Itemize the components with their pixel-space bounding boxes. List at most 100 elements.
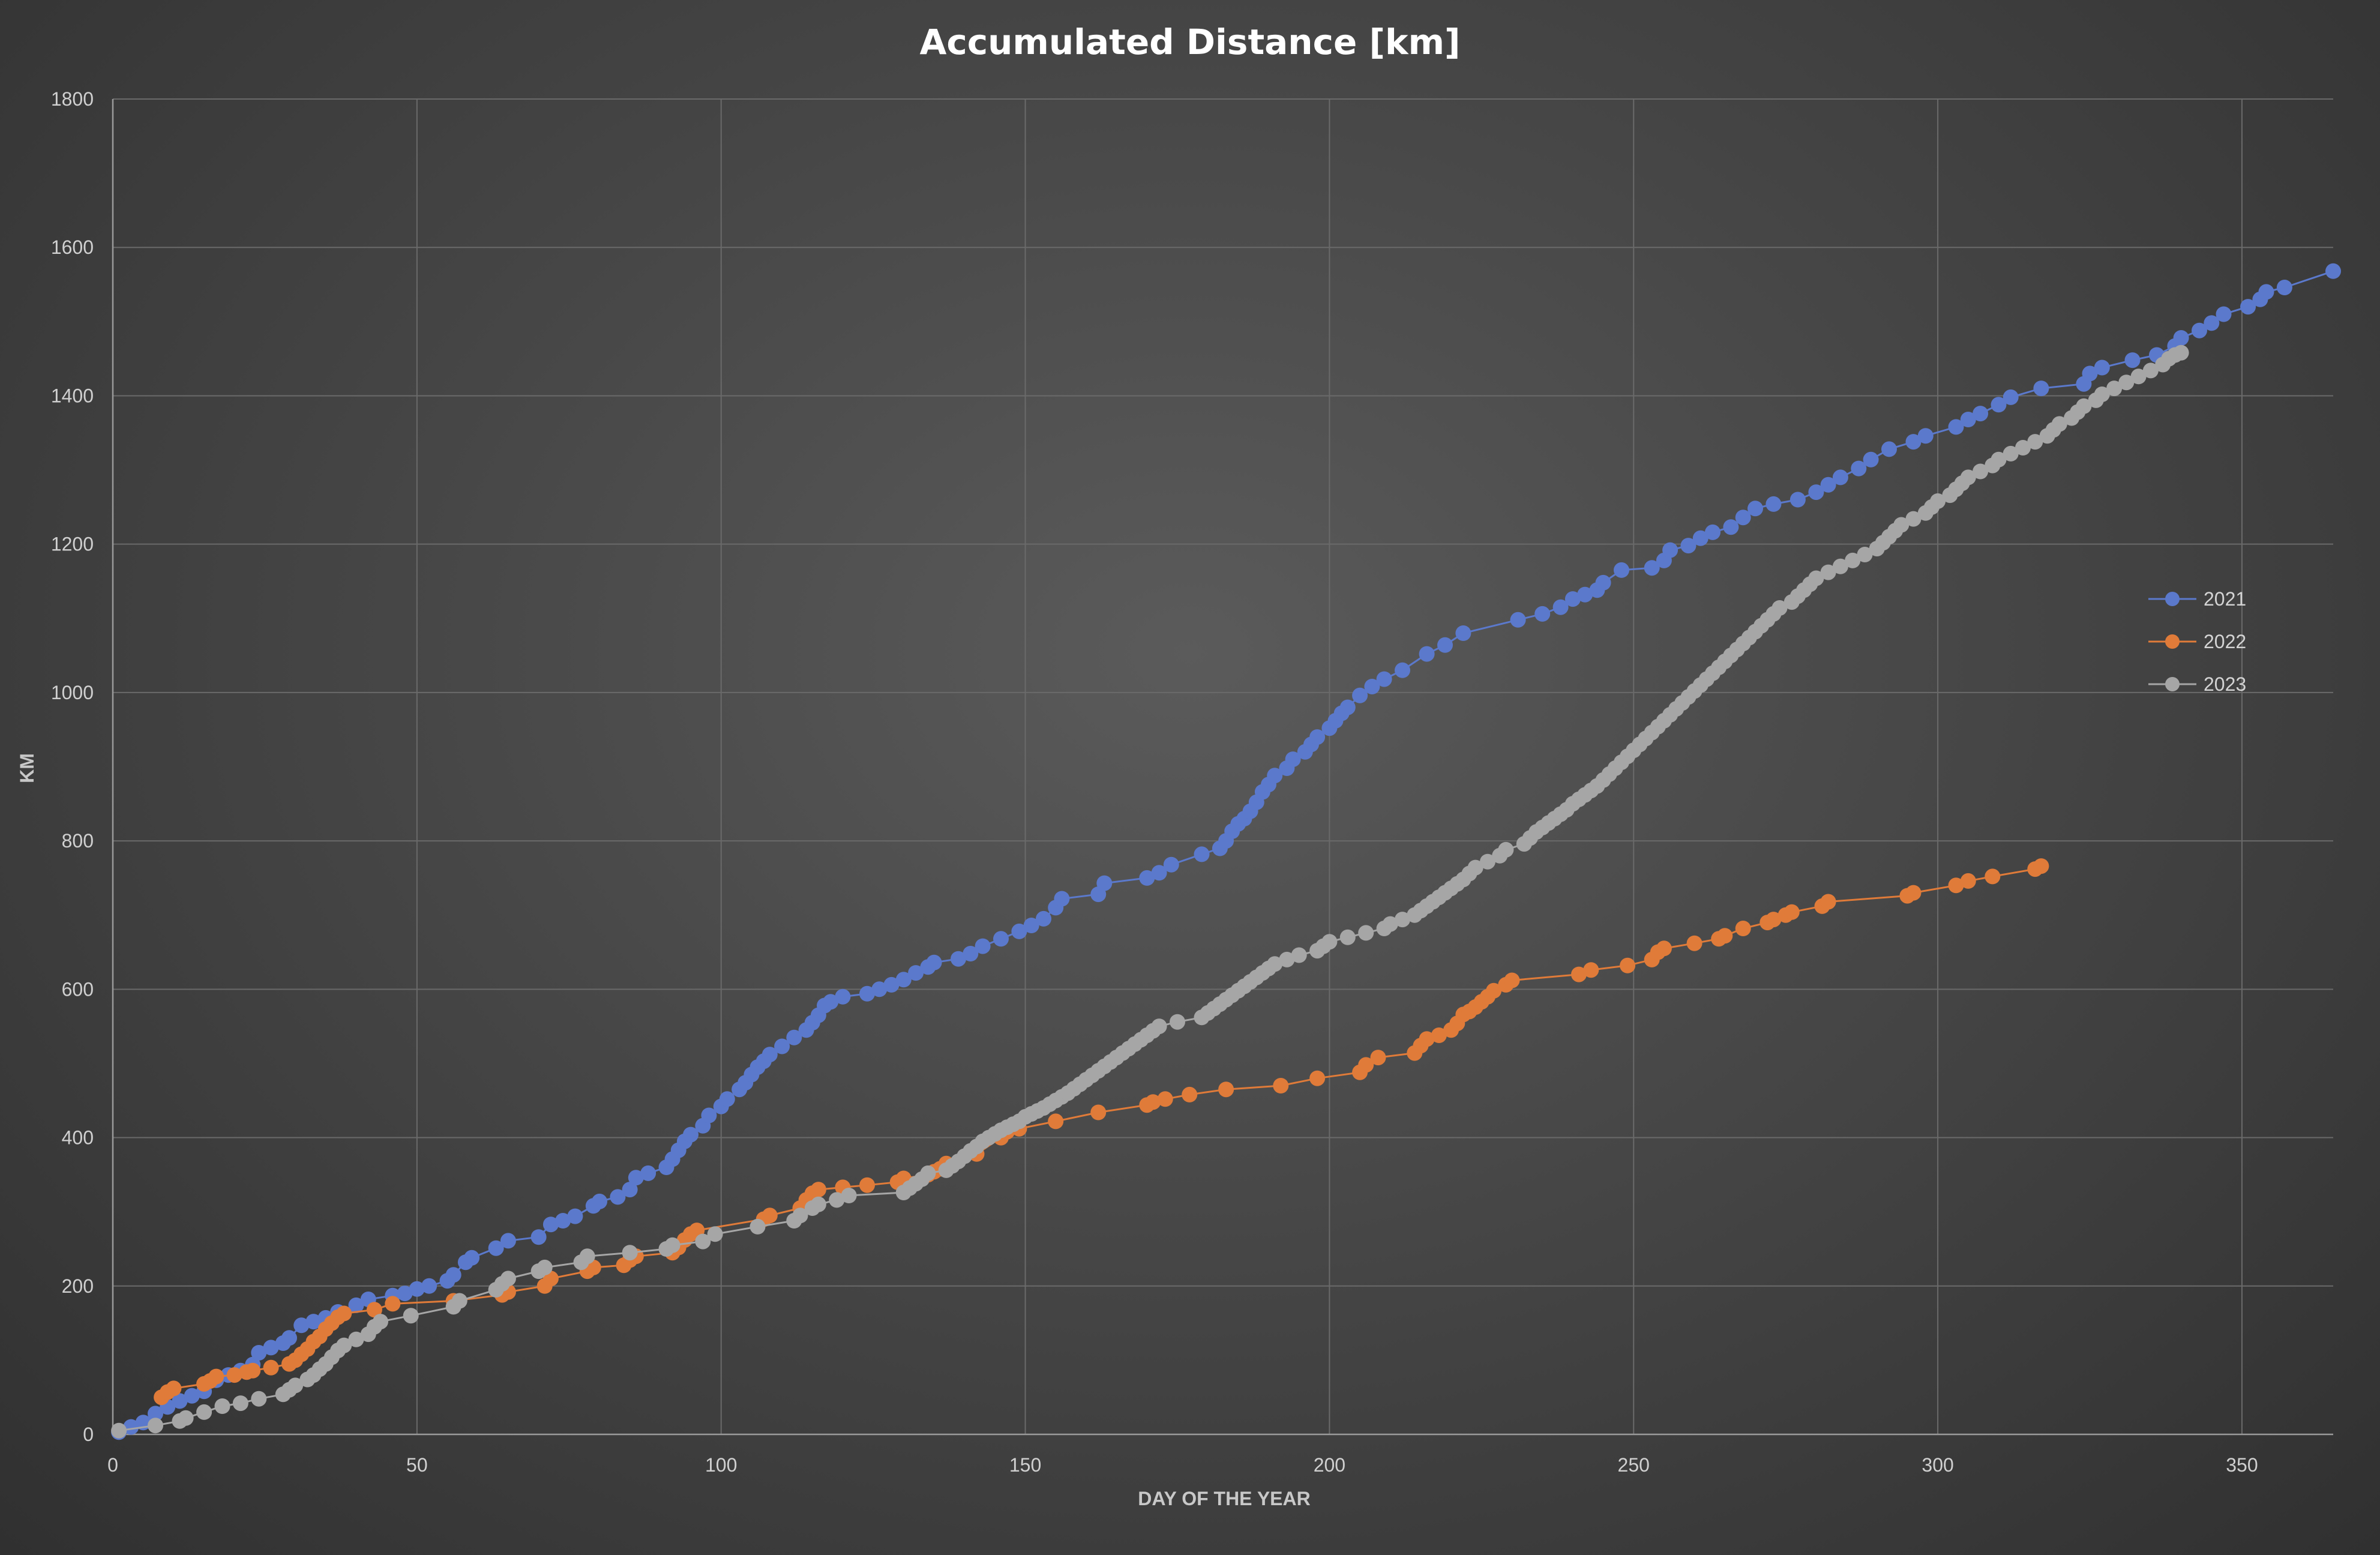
data-point bbox=[1279, 951, 1295, 967]
y-tick-label: 400 bbox=[62, 1127, 94, 1149]
data-point bbox=[336, 1305, 352, 1322]
data-point bbox=[542, 1217, 559, 1233]
data-point bbox=[579, 1248, 595, 1265]
data-point bbox=[2173, 344, 2189, 361]
data-point bbox=[1145, 1094, 1161, 1110]
data-point bbox=[1686, 935, 1702, 951]
data-point bbox=[1157, 1091, 1173, 1107]
data-point bbox=[1948, 877, 1964, 894]
data-point bbox=[2258, 284, 2274, 300]
data-point bbox=[2240, 299, 2256, 315]
data-point bbox=[2033, 858, 2049, 874]
data-point bbox=[1455, 625, 1471, 641]
series-line-2022 bbox=[161, 865, 2042, 1398]
x-tick-label: 50 bbox=[406, 1454, 428, 1476]
data-point bbox=[1583, 962, 1599, 978]
data-point bbox=[1656, 940, 1672, 957]
x-tick-label: 100 bbox=[705, 1454, 737, 1476]
data-point bbox=[1644, 560, 1660, 576]
data-point bbox=[859, 1177, 875, 1193]
data-point bbox=[397, 1286, 413, 1302]
data-point bbox=[409, 1281, 425, 1297]
legend-label-2022: 2022 bbox=[2204, 631, 2246, 652]
data-point bbox=[1820, 564, 1836, 580]
data-point bbox=[366, 1302, 382, 1318]
data-point bbox=[1054, 891, 1070, 907]
data-point bbox=[1552, 599, 1569, 615]
data-point bbox=[1273, 1078, 1289, 1093]
data-point bbox=[1309, 729, 1326, 745]
data-point bbox=[841, 1188, 857, 1203]
data-point bbox=[251, 1391, 267, 1407]
data-point bbox=[1723, 519, 1739, 535]
data-point bbox=[445, 1267, 461, 1283]
data-point bbox=[451, 1293, 467, 1309]
y-tick-label: 0 bbox=[83, 1424, 94, 1445]
data-point bbox=[1820, 894, 1836, 910]
data-point bbox=[975, 938, 991, 954]
data-point bbox=[1376, 671, 1392, 687]
data-point bbox=[1364, 679, 1380, 694]
data-point bbox=[1151, 865, 1167, 881]
legend-label-2021: 2021 bbox=[2204, 588, 2246, 610]
data-point bbox=[762, 1208, 778, 1224]
data-point bbox=[1358, 925, 1374, 941]
data-point bbox=[1808, 484, 1824, 501]
x-axis-title: DAY OF THE YEAR bbox=[1138, 1488, 1310, 1509]
data-point bbox=[1905, 885, 1922, 901]
data-point bbox=[1790, 492, 1806, 508]
data-point bbox=[1577, 586, 1593, 603]
y-tick-label: 200 bbox=[62, 1275, 94, 1297]
grid-layer bbox=[113, 98, 2333, 1434]
data-point bbox=[1863, 451, 1879, 468]
x-tick-label: 0 bbox=[107, 1454, 118, 1476]
data-point bbox=[1321, 934, 1338, 950]
data-point bbox=[719, 1091, 735, 1107]
data-point bbox=[348, 1331, 364, 1347]
data-point bbox=[1218, 1081, 1234, 1098]
data-point bbox=[2051, 416, 2067, 432]
data-point bbox=[488, 1240, 504, 1256]
data-point bbox=[750, 1218, 766, 1235]
data-point bbox=[1498, 841, 1514, 858]
data-point bbox=[1370, 1050, 1386, 1066]
data-point bbox=[1151, 1018, 1167, 1035]
data-point bbox=[908, 965, 924, 981]
y-tick-label: 600 bbox=[62, 978, 94, 1000]
x-tick-label: 350 bbox=[2226, 1454, 2258, 1476]
data-point bbox=[1832, 558, 1848, 574]
data-point bbox=[500, 1271, 516, 1287]
data-point bbox=[530, 1229, 547, 1245]
data-point bbox=[1339, 699, 1356, 715]
data-point bbox=[1960, 873, 1976, 889]
data-point bbox=[336, 1337, 352, 1353]
data-point bbox=[1820, 477, 1836, 493]
legend-marker-2022 bbox=[2165, 634, 2180, 649]
series-2023 bbox=[111, 344, 2189, 1439]
legend-item-2022: 2022 bbox=[2148, 631, 2246, 652]
legend: 2021 2022 2023 bbox=[2148, 588, 2246, 695]
data-point bbox=[148, 1406, 163, 1422]
data-point bbox=[293, 1317, 310, 1334]
data-point bbox=[287, 1377, 304, 1394]
data-point bbox=[1395, 662, 1410, 678]
data-point bbox=[622, 1245, 638, 1261]
y-tick-label: 1800 bbox=[51, 88, 94, 110]
x-tick-label: 200 bbox=[1314, 1454, 1345, 1476]
data-point bbox=[2094, 359, 2110, 376]
data-point bbox=[1747, 501, 1763, 517]
data-point bbox=[1808, 570, 1824, 586]
data-point bbox=[871, 981, 888, 997]
data-point bbox=[1285, 751, 1301, 768]
data-point bbox=[695, 1233, 711, 1250]
data-point bbox=[1194, 846, 1210, 862]
data-point bbox=[1480, 853, 1495, 870]
data-point bbox=[859, 985, 875, 1002]
chart-title: Accumulated Distance [km] bbox=[919, 22, 1460, 62]
data-point bbox=[2015, 440, 2031, 456]
data-point bbox=[786, 1029, 802, 1045]
series-layer bbox=[111, 263, 2341, 1440]
data-point bbox=[263, 1359, 279, 1376]
